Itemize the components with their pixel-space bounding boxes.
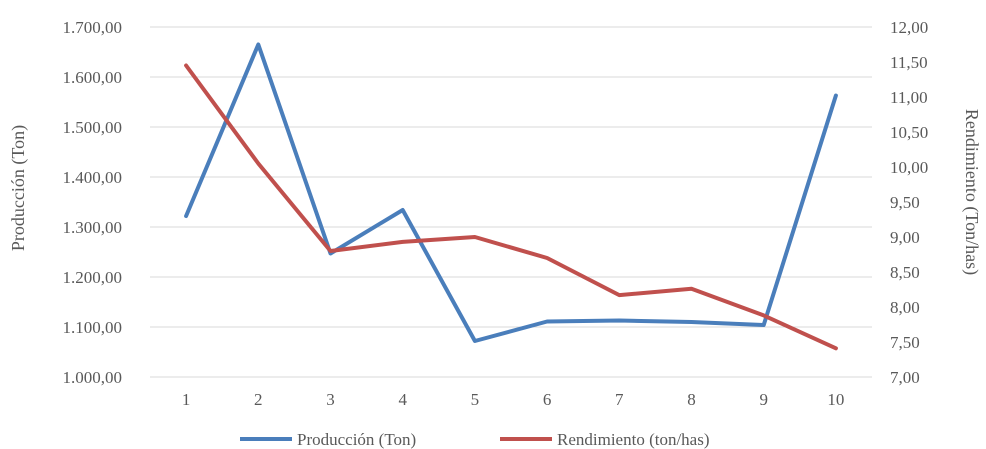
x-tick-label: 6 (543, 390, 552, 409)
x-tick-label: 7 (615, 390, 624, 409)
series-line-produccion (184, 42, 838, 343)
x-tick-label: 2 (254, 390, 263, 409)
data-point (617, 293, 621, 297)
data-point (545, 256, 549, 260)
y-axis-title-left: Producción (Ton) (8, 125, 29, 251)
y-tick-label-left: 1.500,00 (63, 118, 123, 137)
data-point (473, 235, 477, 239)
x-tick-label: 8 (687, 390, 696, 409)
y-axis-title-right: Rendimiento (Ton/has) (961, 109, 982, 275)
y-tick-label-right: 7,50 (890, 333, 920, 352)
series-lines (184, 42, 838, 351)
y-tick-label-right: 11,00 (890, 88, 928, 107)
data-point (762, 313, 766, 317)
y-tick-label-left: 1.700,00 (63, 18, 123, 37)
x-tick-label: 5 (471, 390, 480, 409)
data-point (690, 320, 693, 324)
y-tick-label-left: 1.000,00 (63, 368, 123, 387)
data-point (834, 94, 838, 97)
y-tick-label-right: 8,50 (890, 263, 920, 282)
x-axis-ticks: 1 2 3 4 5 6 7 8 9 10 (182, 390, 845, 409)
data-point (184, 64, 188, 67)
y-tick-label-right: 10,00 (890, 158, 928, 177)
data-point (401, 208, 405, 212)
legend-label-produccion: Producción (Ton) (297, 430, 416, 449)
data-point (256, 162, 260, 165)
x-tick-label: 1 (182, 390, 191, 409)
y-tick-label-left: 1.600,00 (63, 68, 123, 87)
y-tick-label-right: 9,00 (890, 228, 920, 247)
data-point (256, 43, 260, 46)
x-tick-label: 3 (326, 390, 335, 409)
y-tick-label-left: 1.200,00 (63, 268, 123, 287)
series-line-rendimiento (184, 63, 838, 351)
data-point (545, 320, 549, 323)
y-tick-label-left: 1.100,00 (63, 318, 123, 337)
y-tick-label-left: 1.300,00 (63, 218, 123, 237)
y-tick-label-right: 11,50 (890, 53, 928, 72)
x-tick-label: 9 (759, 390, 768, 409)
data-point (401, 240, 405, 244)
x-tick-label: 4 (398, 390, 407, 409)
y-tick-label-right: 10,50 (890, 123, 928, 142)
right-axis-ticks: 7,00 7,50 8,00 8,50 9,00 9,50 10,00 10,50 11,00 1… (890, 18, 928, 387)
data-point (762, 323, 766, 327)
data-point (834, 346, 838, 350)
data-point (690, 287, 693, 291)
data-point (329, 249, 332, 253)
data-point (184, 214, 188, 218)
legend: Producción (Ton) Rendimiento (ton/has) (240, 430, 710, 449)
y-tick-label-right: 8,00 (890, 298, 920, 317)
y-tick-label-right: 12,00 (890, 18, 928, 37)
y-tick-label-left: 1.400,00 (63, 168, 123, 187)
left-axis-ticks: 1.000,00 1.100,00 1.200,00 1.300,00 1.400,00… (63, 18, 123, 387)
x-tick-label: 10 (827, 390, 844, 409)
y-tick-label-right: 7,00 (890, 368, 920, 387)
legend-label-rendimiento: Rendimiento (ton/has) (557, 430, 710, 449)
data-point (473, 339, 477, 343)
y-tick-label-right: 9,50 (890, 193, 920, 212)
data-point (617, 319, 621, 322)
